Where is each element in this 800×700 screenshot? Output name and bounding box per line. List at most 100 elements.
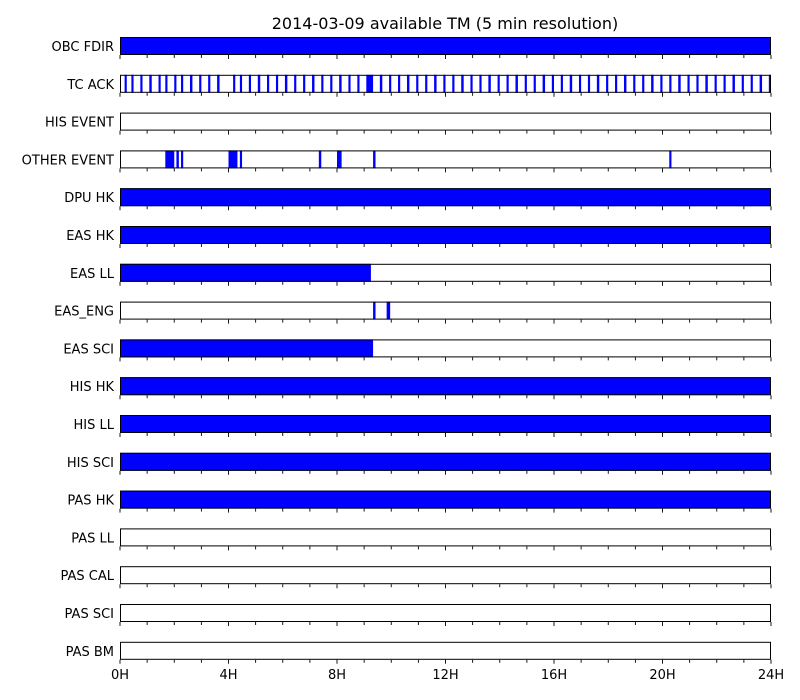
availability-interval xyxy=(140,74,143,93)
row-frame xyxy=(120,604,771,622)
x-tick-label: 20H xyxy=(649,668,675,683)
row-label: PAS LL xyxy=(71,531,115,546)
availability-interval xyxy=(623,74,627,93)
row-pas-sci: PAS SCI xyxy=(65,604,772,626)
availability-interval xyxy=(768,74,771,93)
row-ticks xyxy=(119,206,772,211)
row-frame xyxy=(120,490,771,509)
row-ticks xyxy=(119,622,772,626)
availability-interval xyxy=(741,74,744,93)
availability-interval xyxy=(189,74,193,93)
availability-interval xyxy=(275,74,279,93)
availability-interval xyxy=(705,74,708,93)
availability-interval xyxy=(120,339,374,358)
availability-interval xyxy=(386,301,391,320)
availability-interval xyxy=(312,74,315,93)
row-ticks xyxy=(119,470,772,475)
availability-interval xyxy=(524,74,527,93)
row-pas-ll: PAS LL xyxy=(71,528,772,551)
availability-interval xyxy=(434,74,437,93)
availability-interval xyxy=(303,74,306,93)
availability-interval xyxy=(732,74,735,93)
availability-interval xyxy=(687,74,690,93)
availability-interval xyxy=(606,74,609,93)
availability-interval xyxy=(696,74,699,93)
availability-interval xyxy=(120,415,771,433)
row-ticks xyxy=(119,319,772,324)
row-label: HIS LL xyxy=(74,418,115,433)
x-tick-label: 0H xyxy=(111,668,129,683)
availability-interval xyxy=(714,74,717,93)
availability-interval xyxy=(228,150,238,169)
availability-interval xyxy=(443,74,446,93)
availability-interval xyxy=(425,74,428,93)
availability-interval xyxy=(165,74,168,93)
x-tick-label: 8H xyxy=(328,668,346,683)
availability-interval xyxy=(542,74,546,93)
row-label: PAS SCI xyxy=(65,607,114,622)
row-ticks xyxy=(119,395,772,400)
availability-interval xyxy=(174,74,177,93)
row-frame xyxy=(120,37,771,55)
availability-interval xyxy=(497,74,500,93)
x-axis: 0H 4H 8H 12H 16H 20H 24H xyxy=(111,668,784,683)
availability-interval xyxy=(131,74,134,93)
row-frame xyxy=(120,528,771,547)
row-label: OBC FDIR xyxy=(52,40,115,55)
availability-interval xyxy=(318,150,322,169)
row-frame xyxy=(120,263,771,282)
availability-interval xyxy=(199,74,202,93)
availability-interval xyxy=(461,74,464,93)
row-label: OTHER EVENT xyxy=(22,153,114,168)
row-frame xyxy=(120,415,771,433)
row-label: EAS LL xyxy=(70,267,115,282)
row-ticks xyxy=(119,546,772,551)
x-tick-label: 4H xyxy=(219,668,237,683)
row-ticks xyxy=(119,168,772,173)
row-frame xyxy=(120,112,771,131)
availability-interval xyxy=(284,74,288,93)
availability-interval xyxy=(120,490,771,509)
row-tc-ack: TC ACK xyxy=(66,74,772,97)
availability-interval xyxy=(669,150,672,169)
availability-interval xyxy=(165,150,175,169)
availability-interval xyxy=(267,74,270,93)
availability-interval xyxy=(479,74,482,93)
availability-interval xyxy=(578,74,582,93)
row-ticks xyxy=(119,584,772,589)
row-ticks xyxy=(119,281,772,286)
availability-interval xyxy=(669,74,672,93)
availability-interval xyxy=(120,263,371,282)
row-label: EAS_ENG xyxy=(54,305,114,320)
row-eas-hk: EAS HK xyxy=(66,226,772,248)
row-frame xyxy=(120,226,771,244)
availability-interval xyxy=(257,74,261,93)
row-frame xyxy=(120,339,771,358)
row-obc-fdir: OBC FDIR xyxy=(52,37,772,59)
availability-interval xyxy=(124,74,127,93)
availability-interval xyxy=(750,74,753,93)
availability-interval xyxy=(506,74,509,93)
availability-interval xyxy=(337,150,342,169)
availability-interval xyxy=(120,188,771,207)
availability-interval xyxy=(651,74,654,93)
availability-interval xyxy=(239,150,243,169)
row-frame xyxy=(120,452,771,471)
availability-interval xyxy=(149,74,152,93)
availability-interval xyxy=(615,74,618,93)
availability-interval xyxy=(120,377,771,396)
row-dpu-hk: DPU HK xyxy=(64,188,772,211)
row-ticks xyxy=(119,357,772,362)
row-label: EAS HK xyxy=(66,229,114,244)
availability-interval xyxy=(357,74,360,93)
availability-interval xyxy=(233,74,236,93)
availability-interval xyxy=(348,74,351,93)
availability-interval xyxy=(452,74,455,93)
row-his-hk: HIS HK xyxy=(70,377,772,400)
availability-interval xyxy=(569,74,573,93)
row-frame xyxy=(120,74,771,93)
availability-interval xyxy=(533,74,536,93)
row-ticks xyxy=(119,508,772,513)
availability-interval xyxy=(330,74,333,93)
row-frame xyxy=(120,566,771,585)
